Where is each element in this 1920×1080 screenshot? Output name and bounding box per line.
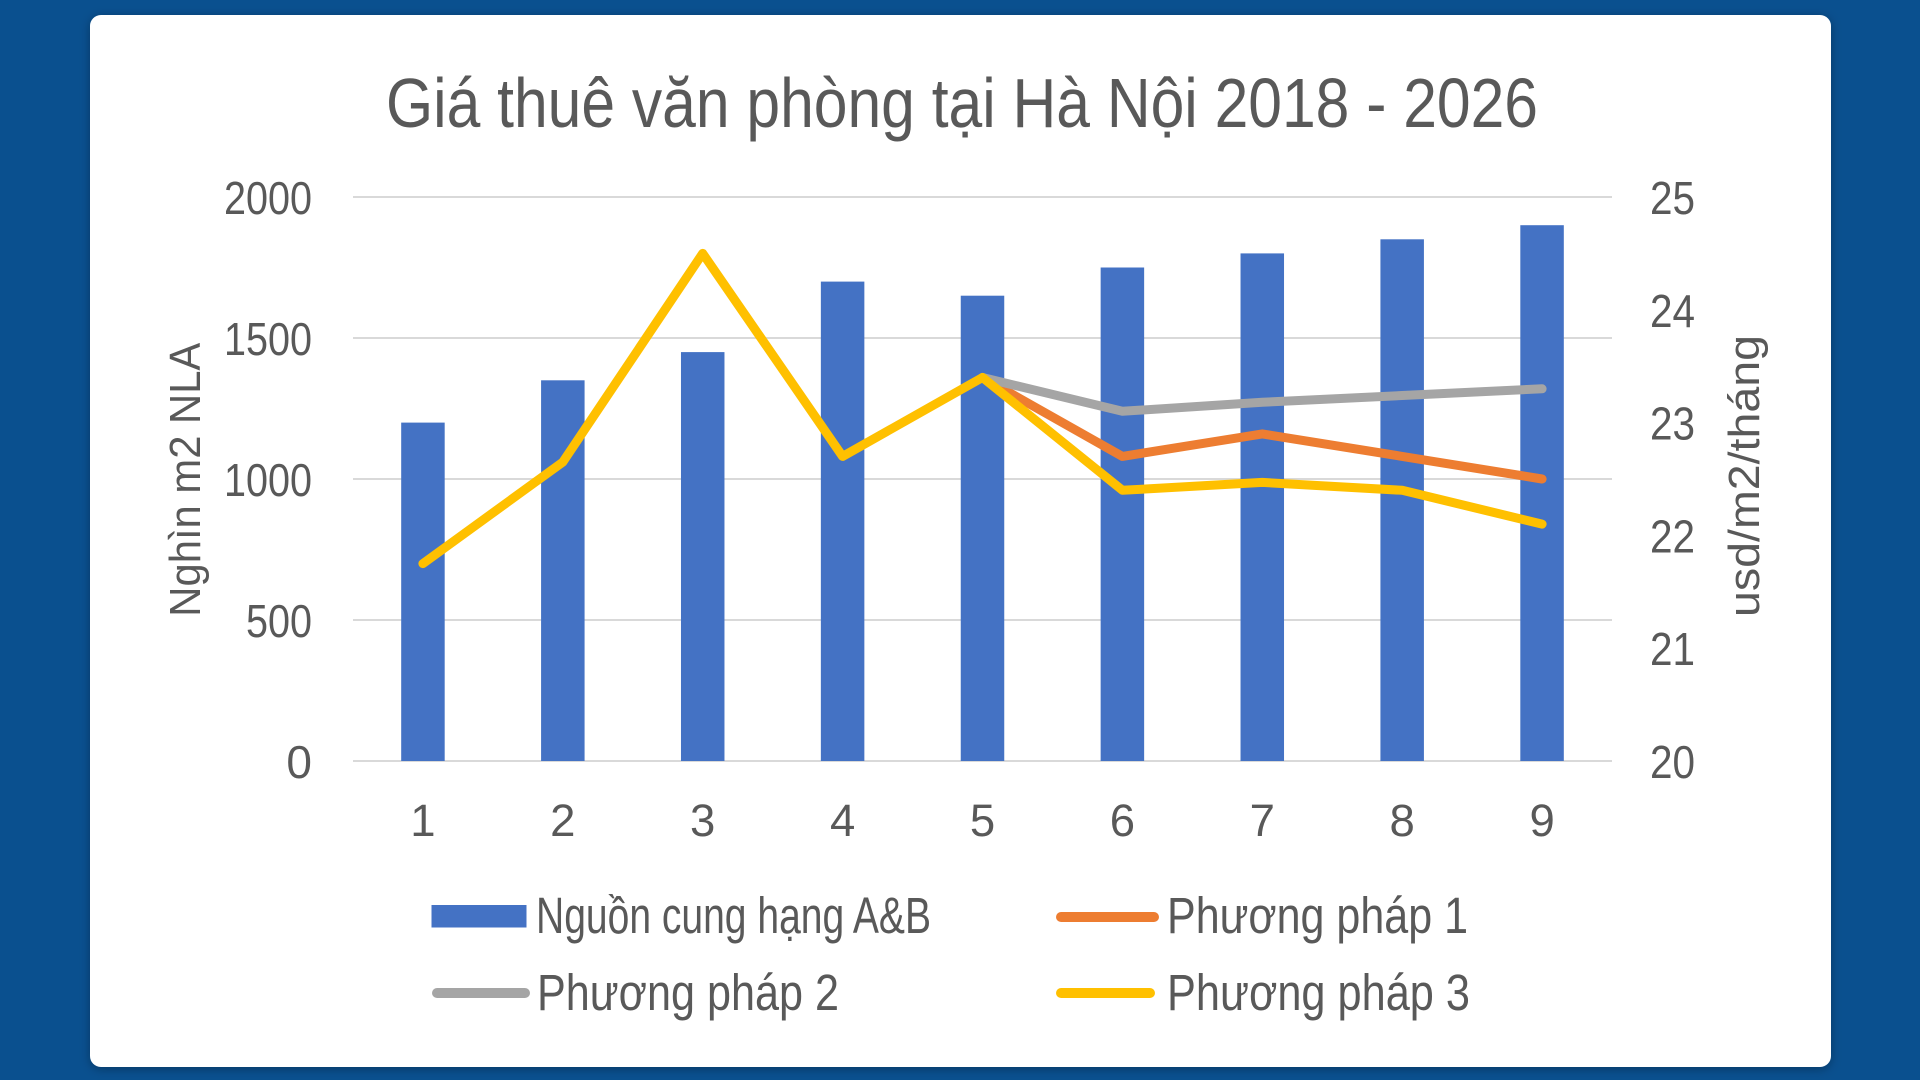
svg-text:5: 5: [970, 795, 995, 846]
svg-text:4: 4: [830, 795, 855, 846]
svg-text:Giá thuê văn phòng tại Hà Nội: Giá thuê văn phòng tại Hà Nội 2018 - 202…: [386, 64, 1538, 142]
svg-text:2: 2: [550, 795, 575, 846]
svg-text:Phương pháp 1: Phương pháp 1: [1167, 887, 1468, 944]
svg-text:22: 22: [1650, 510, 1695, 562]
svg-text:7: 7: [1250, 795, 1275, 846]
svg-text:25: 25: [1650, 172, 1695, 224]
svg-text:Phương pháp 3: Phương pháp 3: [1167, 964, 1470, 1021]
svg-text:23: 23: [1650, 398, 1695, 450]
svg-text:6: 6: [1110, 795, 1135, 846]
svg-text:usd/m2/tháng: usd/m2/tháng: [1720, 335, 1769, 617]
svg-text:Phương pháp 2: Phương pháp 2: [537, 964, 839, 1021]
svg-text:2000: 2000: [224, 172, 312, 224]
svg-text:20: 20: [1650, 736, 1695, 788]
svg-text:8: 8: [1390, 795, 1415, 846]
svg-text:Nghìn m2 NLA: Nghìn m2 NLA: [161, 342, 210, 617]
svg-text:500: 500: [246, 595, 312, 647]
svg-text:0: 0: [286, 736, 312, 788]
svg-text:9: 9: [1529, 795, 1554, 846]
svg-text:Nguồn cung hạng A&B: Nguồn cung hạng A&B: [536, 887, 931, 944]
svg-text:1: 1: [410, 795, 435, 846]
svg-text:3: 3: [690, 795, 715, 846]
svg-text:1500: 1500: [224, 313, 312, 365]
svg-text:24: 24: [1650, 285, 1695, 337]
svg-text:1000: 1000: [224, 454, 312, 506]
svg-text:21: 21: [1650, 623, 1695, 675]
